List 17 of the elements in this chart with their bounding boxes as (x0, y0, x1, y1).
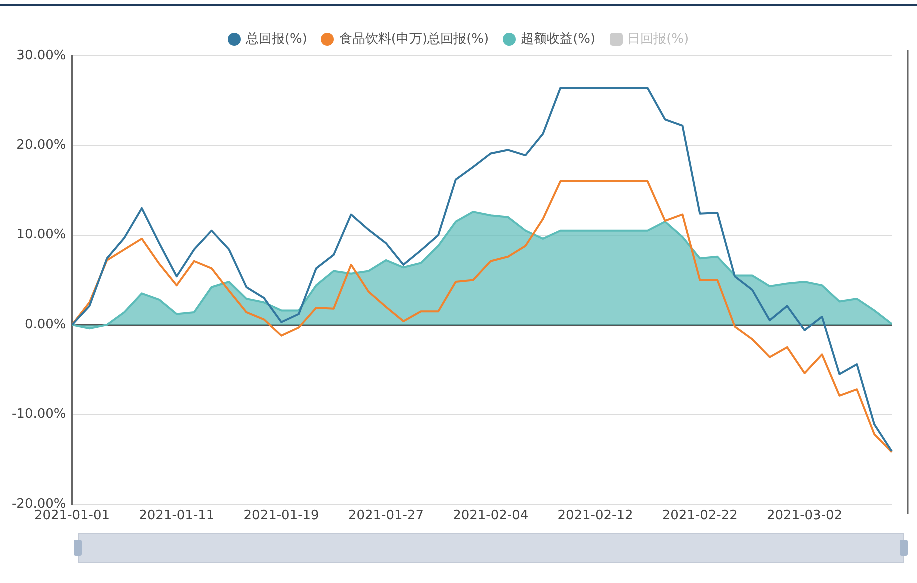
x-tick-label: 2021-01-27 (348, 508, 424, 524)
legend-label: 总回报(%) (246, 31, 308, 48)
legend-label: 超额收益(%) (521, 31, 596, 48)
x-tick-label: 2021-02-12 (558, 508, 634, 524)
x-tick-label: 2021-01-11 (139, 508, 215, 524)
legend-label: 食品饮料(申万)总回报(%) (339, 31, 490, 48)
x-tick-label: 2021-01-01 (34, 508, 110, 524)
x-tick-label: 2021-03-02 (767, 508, 843, 524)
x-tick-label: 2021-02-04 (453, 508, 529, 524)
y-tick-label: 20.00% (16, 138, 66, 154)
y-tick-label: 30.00% (16, 48, 66, 64)
y-tick-label: 0.00% (24, 317, 66, 332)
y-tick-label: -10.00% (12, 407, 66, 422)
x-tick-label: 2021-02-22 (662, 508, 738, 524)
x-tick-label: 2021-01-19 (244, 508, 320, 524)
y-tick-label: 10.00% (16, 228, 66, 243)
legend-label: 日回报(%) (628, 31, 690, 48)
